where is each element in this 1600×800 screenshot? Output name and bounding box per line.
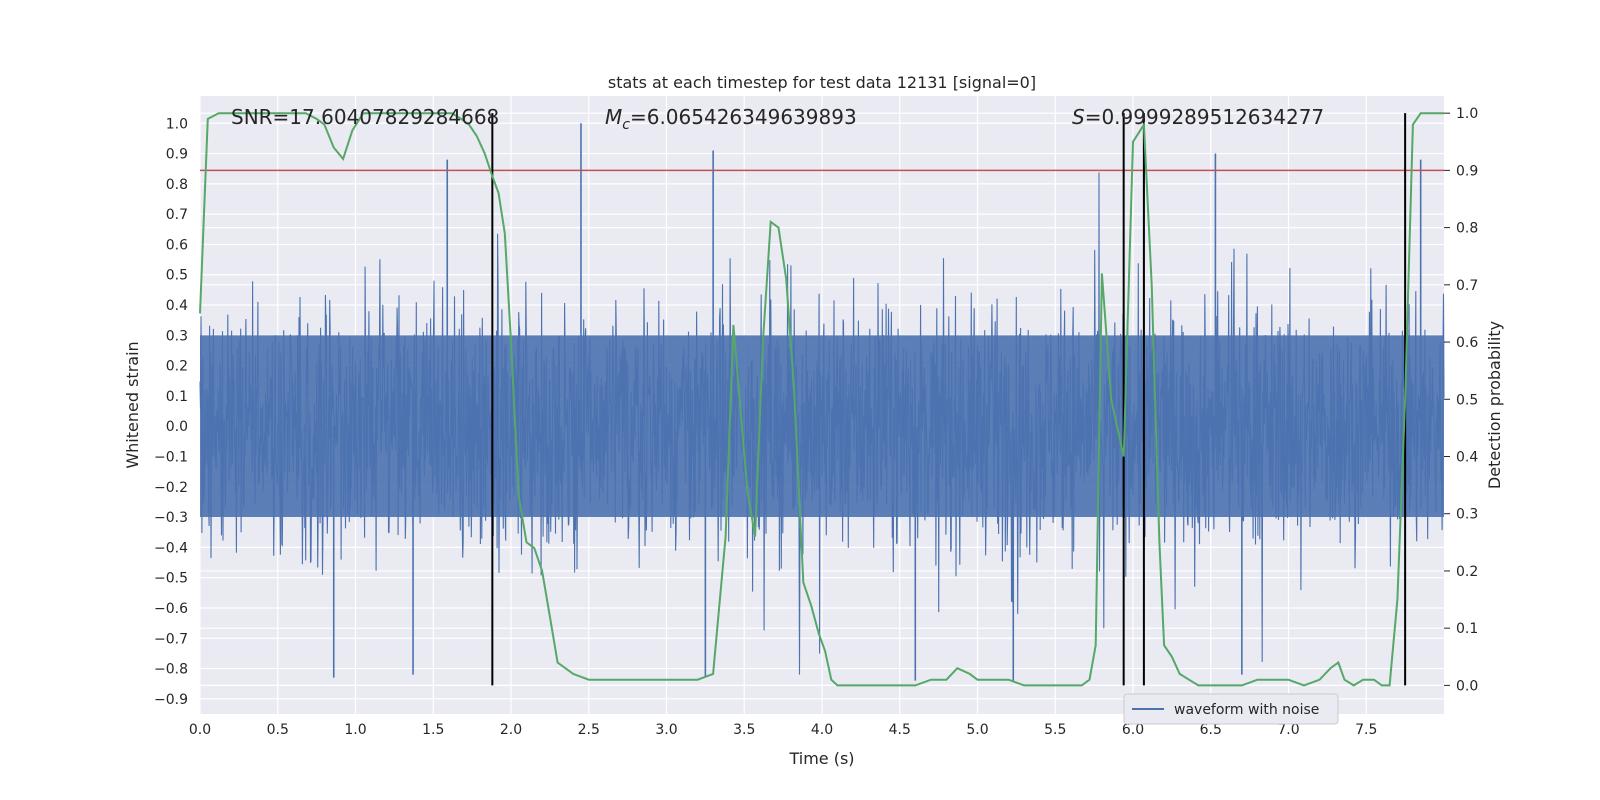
x-tick-label: 6.0: [1122, 722, 1144, 738]
x-tick-label: 2.5: [578, 722, 600, 738]
y2-axis-label: Detection probability: [1485, 321, 1504, 489]
probability-line: [199, 112, 1444, 687]
legend-label: waveform with noise: [1174, 702, 1319, 718]
x-tick-label: 4.5: [889, 722, 911, 738]
y2-tick-label: 0.0: [1456, 678, 1478, 694]
y-tick-label: 0.2: [166, 359, 188, 375]
y-tick-label: −0.7: [154, 631, 188, 647]
x-tick-label: 2.0: [500, 722, 522, 738]
x-ticks: 0.0 0.5 1.0 1.5 2.0 2.5 3.0 3.5 4.0 4.5 5.0 5.5 6.0 6…: [189, 722, 1378, 738]
vertical-lines: [491, 113, 1407, 686]
y2-tick-label: 0.7: [1456, 278, 1478, 294]
y-tick-label: −0.6: [154, 601, 188, 617]
x-tick-label: 1.0: [344, 722, 366, 738]
y-tick-label: 0.6: [166, 237, 188, 253]
mc-symbol: M: [605, 105, 622, 129]
x-tick-label: 7.5: [1355, 722, 1377, 738]
y-tick-label: −0.3: [154, 510, 188, 526]
probability-series: [199, 112, 1444, 687]
snr-annotation: SNR=17.60407829284668: [231, 105, 499, 129]
y-tick-label: 0.8: [166, 177, 188, 193]
y-tick-label: −0.8: [154, 662, 188, 678]
s-value: =0.9999289512634277: [1085, 105, 1324, 129]
y2-tick-label: 0.8: [1456, 221, 1478, 237]
x-tick-label: 3.0: [655, 722, 677, 738]
y-tick-label: 0.4: [166, 298, 188, 314]
y-axis-label: Whitened strain: [123, 341, 142, 468]
y2-tick-label: 0.3: [1456, 507, 1478, 523]
y-tick-label: 1.0: [166, 116, 188, 132]
y2-tick-label: 1.0: [1456, 106, 1478, 122]
x-axis-label: Time (s): [788, 749, 854, 768]
y-tick-label: −0.9: [154, 692, 188, 708]
x-tick-label: 4.0: [811, 722, 833, 738]
waveform-core: [200, 335, 1444, 518]
y-tick-label: −0.1: [154, 450, 188, 466]
y-ticks: 1.0 0.9 0.8 0.7 0.6 0.5 0.4 0.3 0.2 0.1 0.0 −0.1 −0.…: [154, 116, 188, 708]
s-symbol: S: [1072, 105, 1085, 129]
x-tick-label: 3.5: [733, 722, 755, 738]
y2-tick-label: 0.9: [1456, 163, 1478, 179]
x-tick-label: 1.5: [422, 722, 444, 738]
y-tick-label: 0.3: [166, 328, 188, 344]
y-tick-label: −0.4: [154, 540, 188, 556]
y2-tick-label: 0.5: [1456, 392, 1478, 408]
chart-title: stats at each timestep for test data 121…: [608, 73, 1036, 92]
y-tick-label: 0.7: [166, 207, 188, 223]
x-tick-label: 5.5: [1044, 722, 1066, 738]
waveform-series: [199, 123, 1445, 681]
chirp-mass-annotation: Mc=6.065426349639893: [605, 105, 857, 133]
y2-tick-label: 0.2: [1456, 564, 1478, 580]
y2-tick-label: 0.1: [1456, 621, 1478, 637]
x-tick-label: 6.5: [1200, 722, 1222, 738]
x-tick-label: 7.0: [1277, 722, 1299, 738]
y-tick-label: 0.1: [166, 389, 188, 405]
y2-ticks: 1.0 0.9 0.8 0.7 0.6 0.5 0.4 0.3 0.2 0.1 0.0: [1444, 106, 1478, 694]
s-annotation: S=0.9999289512634277: [1072, 105, 1324, 129]
legend-box: [1123, 693, 1339, 725]
y2-tick-label: 0.6: [1456, 335, 1478, 351]
mc-value: =6.065426349639893: [630, 105, 857, 129]
y-tick-label: −0.2: [154, 480, 188, 496]
legend: waveform with noise: [1123, 693, 1339, 725]
y2-tick-label: 0.4: [1456, 450, 1478, 466]
y-tick-label: 0.0: [166, 419, 188, 435]
x-tick-label: 5.0: [966, 722, 988, 738]
x-tick-label: 0.5: [267, 722, 289, 738]
y-tick-label: 0.9: [166, 147, 188, 163]
mc-subscript: c: [622, 117, 630, 133]
y-tick-label: −0.5: [154, 571, 188, 587]
x-tick-label: 0.0: [189, 722, 211, 738]
y-tick-label: 0.5: [166, 268, 188, 284]
